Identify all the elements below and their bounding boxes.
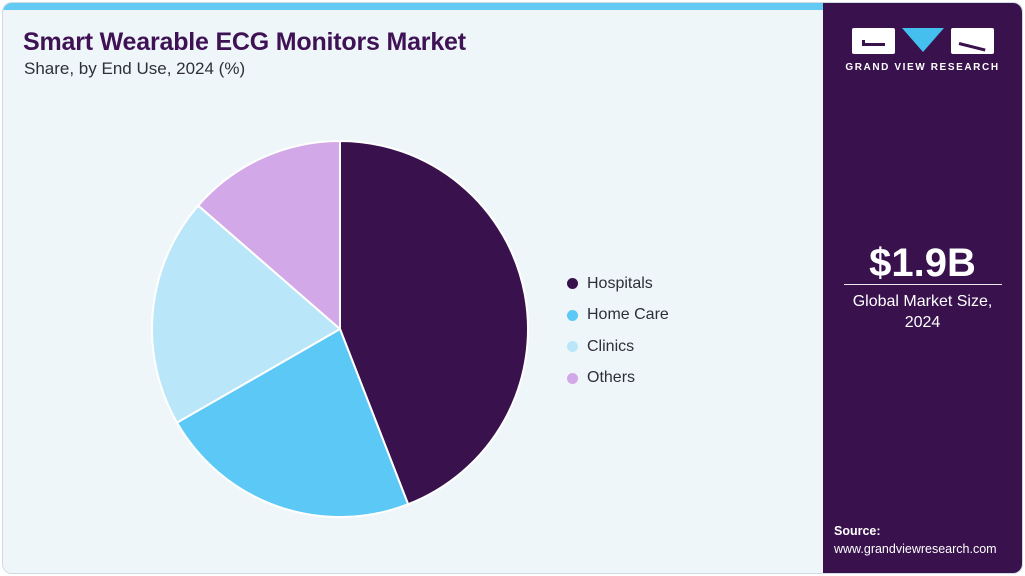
logo-r-glyph xyxy=(958,42,986,52)
legend-item: Home Care xyxy=(567,300,669,332)
page-subtitle: Share, by End Use, 2024 (%) xyxy=(24,59,246,78)
source-block: Source: www.grandviewresearch.com xyxy=(834,522,997,558)
legend-swatch xyxy=(567,372,578,384)
pie-slice-others xyxy=(197,140,341,330)
pie-slice-home-care xyxy=(175,328,410,518)
legend-label: Home Care xyxy=(587,306,669,324)
source-url-link[interactable]: www.grandviewresearch.com xyxy=(834,542,997,556)
legend-label: Others xyxy=(587,369,636,387)
source-label: Source: xyxy=(834,524,881,538)
legend-swatch xyxy=(567,309,578,321)
pie-slice-clinics xyxy=(151,204,341,424)
page-title: Smart Wearable ECG Monitors Market xyxy=(23,28,466,56)
brand-sidebar: GRAND VIEW RESEARCH $1.9B Global Market … xyxy=(823,3,1022,573)
pie-chart xyxy=(151,140,530,518)
divider xyxy=(844,284,1002,285)
pie-slice-hospitals xyxy=(339,140,530,506)
legend-item: Hospitals xyxy=(567,268,669,300)
logo-g-block xyxy=(851,28,895,54)
legend-swatch xyxy=(567,278,578,290)
logo-wordmark: GRAND VIEW RESEARCH xyxy=(845,62,1000,73)
legend-swatch xyxy=(567,341,578,353)
logo-r-block xyxy=(950,28,994,54)
legend-item: Clinics xyxy=(567,331,669,363)
legend-label: Hospitals xyxy=(587,274,653,292)
market-size-caption: Global Market Size, 2024 xyxy=(852,293,993,331)
chart-area: Smart Wearable ECG Monitors Market Share… xyxy=(3,3,825,573)
chart-legend: Hospitals Home Care Clinics Others xyxy=(567,268,669,394)
gvr-logo-icon xyxy=(823,28,1022,54)
logo-g-glyph xyxy=(861,40,885,46)
logo-v-triangle-icon xyxy=(901,28,944,52)
market-size-value: $1.9B xyxy=(869,241,976,285)
legend-item: Others xyxy=(567,363,669,395)
accent-bar xyxy=(3,3,825,10)
legend-label: Clinics xyxy=(587,337,635,355)
